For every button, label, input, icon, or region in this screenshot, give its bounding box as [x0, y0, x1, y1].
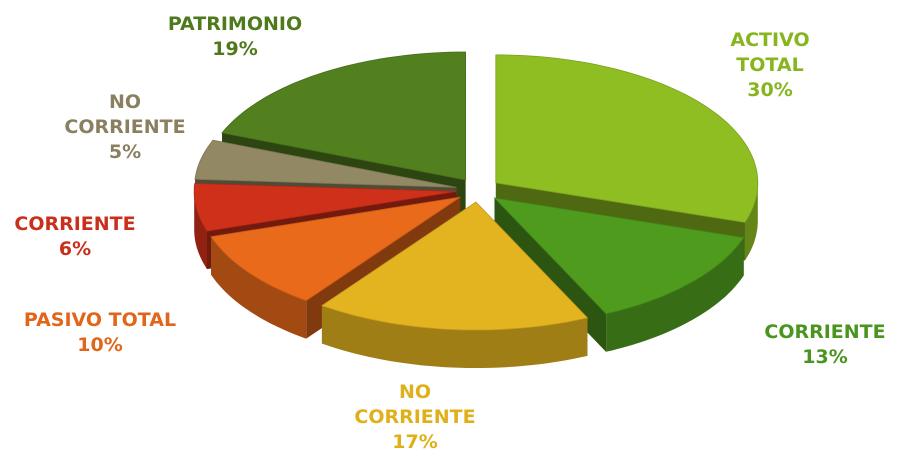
slice-side	[321, 305, 588, 368]
slice-top	[194, 139, 457, 188]
value-label: 5%	[108, 141, 142, 163]
slice-side	[606, 237, 744, 352]
slice-top	[321, 201, 589, 331]
value-label: 17%	[392, 431, 438, 453]
category-label: CORRIENTE	[14, 213, 136, 235]
category-label: NO CORRIENTE	[64, 91, 186, 138]
slice-label: NO CORRIENTE 17%	[345, 380, 485, 455]
category-label: PASIVO TOTAL	[23, 309, 177, 331]
slice-label: CORRIENTE 13%	[740, 320, 903, 370]
value-label: 30%	[747, 79, 793, 101]
category-label: PATRIMONIO	[167, 13, 303, 35]
slice-top	[495, 54, 759, 223]
value-label: 13%	[802, 346, 848, 368]
category-label: ACTIVO TOTAL	[730, 29, 810, 76]
slice-top	[493, 197, 745, 315]
value-label: 19%	[212, 38, 258, 60]
slice-label: NO CORRIENTE 5%	[55, 90, 195, 165]
slice-label: ACTIVO TOTAL 30%	[715, 28, 825, 103]
slice-label: CORRIENTE 6%	[0, 212, 150, 262]
category-label: NO CORRIENTE	[354, 381, 476, 428]
category-label: CORRIENTE	[764, 321, 886, 343]
slice-side	[194, 191, 207, 270]
slice-top	[193, 183, 457, 232]
slice	[321, 201, 589, 368]
slice-label: PATRIMONIO 19%	[135, 12, 335, 62]
slice-side	[211, 236, 307, 339]
value-label: 10%	[77, 334, 123, 356]
value-label: 6%	[58, 238, 92, 260]
slice-label: PASIVO TOTAL 10%	[0, 308, 210, 358]
slice-top	[210, 196, 461, 302]
slice-side	[745, 182, 758, 261]
slice-top	[221, 51, 467, 181]
